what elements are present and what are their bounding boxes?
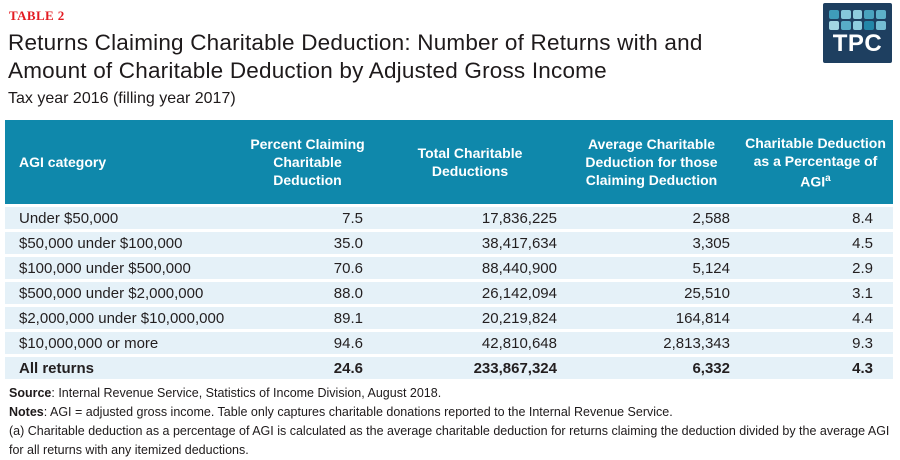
logo-square — [852, 10, 863, 19]
cell-percent_claiming: 89.1 — [240, 307, 375, 329]
table-body: Under $50,000 7.5 17,836,225 2,588 8.4 $50,00… — [5, 207, 893, 379]
cell-average_deduction: 5,124 — [565, 257, 738, 279]
table-header: AGI category Percent Claiming Charitable… — [5, 120, 893, 204]
page-subtitle: Tax year 2016 (filling year 2017) — [8, 90, 236, 107]
cell-total_deductions: 17,836,225 — [375, 207, 565, 229]
cell-pct_of_agi: 3.1 — [738, 282, 893, 304]
cell-category: $100,000 under $500,000 — [5, 257, 240, 279]
cell-category: $10,000,000 or more — [5, 332, 240, 354]
cell-total_deductions: 42,810,648 — [375, 332, 565, 354]
cell-total_deductions: 88,440,900 — [375, 257, 565, 279]
cell-category: $2,000,000 under $10,000,000 — [5, 307, 240, 329]
logo-square — [840, 10, 851, 19]
cell-pct_of_agi: 4.3 — [738, 357, 893, 379]
header-label: Percent Claiming Charitable Deduction — [250, 136, 365, 188]
header-label: Charitable Deduction as a Percentage of … — [745, 134, 886, 190]
table-notes: Source: Internal Revenue Service, Statis… — [9, 384, 891, 460]
cell-pct_of_agi: 4.4 — [738, 307, 893, 329]
cell-category: $500,000 under $2,000,000 — [5, 282, 240, 304]
table-row: $500,000 under $2,000,000 88.0 26,142,094 2… — [5, 282, 893, 304]
title-line-1: Returns Claiming Charitable Deduction: N… — [8, 30, 703, 55]
table-row: $100,000 under $500,000 70.6 88,440,900 5,1… — [5, 257, 893, 279]
cell-total_deductions: 20,219,824 — [375, 307, 565, 329]
header-percent-claiming: Percent Claiming Charitable Deduction — [240, 120, 375, 204]
header-agi-category: AGI category — [5, 120, 240, 204]
footnote-marker: a — [825, 172, 831, 184]
header-label: AGI category — [19, 154, 107, 170]
source-text: : Internal Revenue Service, Statistics o… — [51, 386, 442, 400]
cell-pct_of_agi: 4.5 — [738, 232, 893, 254]
data-table: AGI category Percent Claiming Charitable… — [5, 117, 893, 382]
source-line: Source: Internal Revenue Service, Statis… — [9, 384, 891, 403]
logo-grid — [829, 10, 886, 30]
header-average-deduction: Average Charitable Deduction for those C… — [565, 120, 738, 204]
logo-square — [864, 10, 875, 19]
logo-square — [829, 10, 839, 19]
cell-percent_claiming: 94.6 — [240, 332, 375, 354]
cell-percent_claiming: 35.0 — [240, 232, 375, 254]
table-row: $10,000,000 or more 94.6 42,810,648 2,813,3… — [5, 332, 893, 354]
cell-average_deduction: 164,814 — [565, 307, 738, 329]
cell-average_deduction: 2,813,343 — [565, 332, 738, 354]
cell-percent_claiming: 70.6 — [240, 257, 375, 279]
cell-total_deductions: 26,142,094 — [375, 282, 565, 304]
title-line-2: Amount of Charitable Deduction by Adjust… — [8, 58, 607, 83]
cell-category: All returns — [5, 357, 240, 379]
cell-total_deductions: 233,867,324 — [375, 357, 565, 379]
tpc-logo: TPC — [823, 3, 892, 63]
cell-pct_of_agi: 8.4 — [738, 207, 893, 229]
cell-average_deduction: 3,305 — [565, 232, 738, 254]
cell-average_deduction: 25,510 — [565, 282, 738, 304]
cell-percent_claiming: 7.5 — [240, 207, 375, 229]
header-total-deductions: Total Charitable Deductions — [375, 120, 565, 204]
logo-square — [876, 21, 886, 30]
cell-category: $50,000 under $100,000 — [5, 232, 240, 254]
total-row: All returns 24.6 233,867,324 6,332 4.3 — [5, 357, 893, 379]
table-row: $50,000 under $100,000 35.0 38,417,634 3,30… — [5, 232, 893, 254]
page-title: Returns Claiming Charitable Deduction: N… — [8, 29, 893, 85]
notes-label: Notes — [9, 405, 44, 419]
header-row: AGI category Percent Claiming Charitable… — [5, 120, 893, 204]
cell-average_deduction: 6,332 — [565, 357, 738, 379]
logo-square — [840, 21, 851, 30]
header-label: Total Charitable Deductions — [417, 145, 523, 179]
logo-square — [864, 21, 875, 30]
header-pct-of-agi: Charitable Deduction as a Percentage of … — [738, 120, 893, 204]
notes-line: Notes: AGI = adjusted gross income. Tabl… — [9, 403, 891, 422]
logo-text: TPC — [832, 30, 883, 57]
cell-pct_of_agi: 9.3 — [738, 332, 893, 354]
logo-square — [829, 21, 839, 30]
source-label: Source — [9, 386, 52, 400]
cell-percent_claiming: 24.6 — [240, 357, 375, 379]
cell-average_deduction: 2,588 — [565, 207, 738, 229]
header-label: Average Charitable Deduction for those C… — [585, 136, 718, 188]
table-number-label: TABLE 2 — [9, 8, 65, 23]
cell-pct_of_agi: 2.9 — [738, 257, 893, 279]
logo-square — [852, 21, 863, 30]
footnote-a-line: (a) Charitable deduction as a percentage… — [9, 424, 890, 457]
cell-category: Under $50,000 — [5, 207, 240, 229]
cell-percent_claiming: 88.0 — [240, 282, 375, 304]
cell-total_deductions: 38,417,634 — [375, 232, 565, 254]
notes-text: : AGI = adjusted gross income. Table onl… — [43, 405, 673, 419]
table-row: Under $50,000 7.5 17,836,225 2,588 8.4 — [5, 207, 893, 229]
table-row: $2,000,000 under $10,000,000 89.1 20,219,8… — [5, 307, 893, 329]
logo-square — [876, 10, 886, 19]
